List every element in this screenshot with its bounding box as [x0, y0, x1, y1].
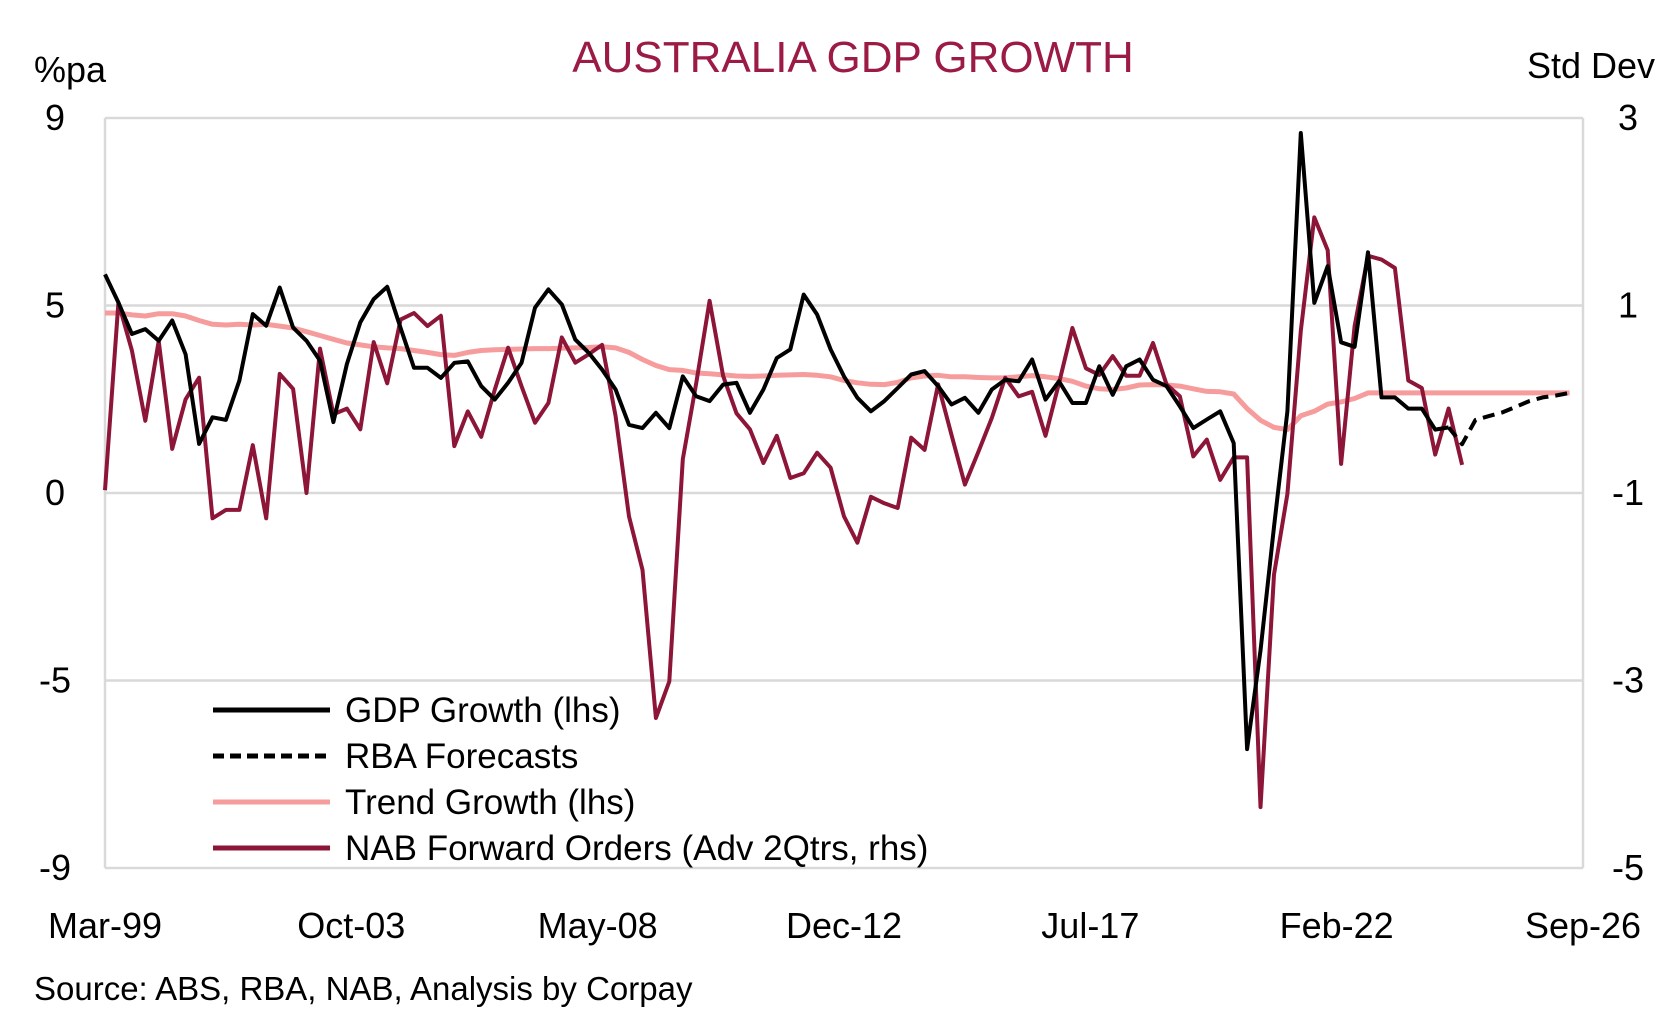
- left-tick-label: 9: [45, 97, 65, 138]
- legend: GDP Growth (lhs) RBA Forecasts Trend Growt…: [213, 691, 928, 868]
- left-tick-label: 0: [45, 472, 65, 513]
- axis-ticks: 9 5 0 -5 -9 3 1 -1 -3 -5 Mar-99 Oct-03 May-08 Dec-12 J…: [39, 97, 1644, 946]
- x-tick-label: Feb-22: [1280, 905, 1394, 946]
- x-tick-label: Mar-99: [48, 905, 162, 946]
- x-tick-label: May-08: [538, 905, 658, 946]
- left-tick-label: -9: [39, 847, 71, 888]
- gridlines: [103, 116, 1585, 870]
- right-tick-label: -5: [1612, 847, 1644, 888]
- legend-label: RBA Forecasts: [345, 737, 578, 776]
- x-tick-label: Dec-12: [786, 905, 902, 946]
- x-tick-label: Sep-26: [1525, 905, 1641, 946]
- legend-label: Trend Growth (lhs): [345, 783, 635, 822]
- right-tick-label: 3: [1618, 97, 1638, 138]
- left-tick-label: 5: [45, 285, 65, 326]
- legend-label: GDP Growth (lhs): [345, 691, 621, 730]
- x-tick-label: Jul-17: [1041, 905, 1139, 946]
- source-note: Source: ABS, RBA, NAB, Analysis by Corpa…: [34, 970, 693, 1007]
- legend-label: NAB Forward Orders (Adv 2Qtrs, rhs): [345, 829, 928, 868]
- left-tick-label: -5: [39, 660, 71, 701]
- series-line-gdp-growth-lhs: [103, 131, 1449, 752]
- right-tick-label: -3: [1612, 660, 1644, 701]
- right-tick-label: -1: [1612, 472, 1644, 513]
- series-line-trend-growth-lhs: [105, 310, 1570, 433]
- x-tick-label: Oct-03: [297, 905, 405, 946]
- right-axis-label: Std Dev: [1527, 45, 1655, 86]
- right-tick-label: 1: [1618, 285, 1638, 326]
- chart-title: AUSTRALIA GDP GROWTH: [572, 33, 1134, 82]
- series-lines: [103, 131, 1570, 810]
- left-axis-label: %pa: [34, 49, 107, 90]
- series-line-rba-forecasts: [1447, 390, 1570, 447]
